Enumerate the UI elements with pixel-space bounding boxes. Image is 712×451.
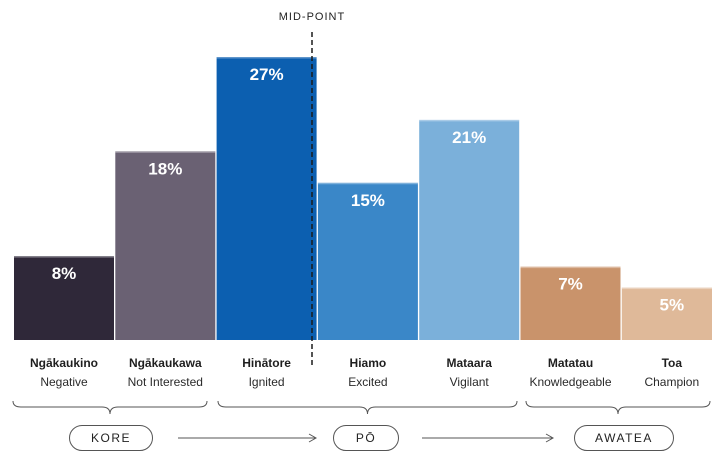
arrow-head xyxy=(308,433,318,443)
group-pill-kore: KORE xyxy=(69,425,153,451)
bar-ngkaukino xyxy=(14,256,114,340)
category-description: Champion xyxy=(644,375,699,389)
bar-value-label: 8% xyxy=(52,264,77,283)
category-name: Hinātore xyxy=(242,356,291,370)
category-description: Excited xyxy=(348,375,387,389)
group-braces xyxy=(12,400,711,415)
category-name: Toa xyxy=(662,356,683,370)
category-name: Mataara xyxy=(447,356,493,370)
category-name: Ngākaukawa xyxy=(129,356,202,370)
bar-top-edge xyxy=(621,287,712,290)
bar-hintore xyxy=(216,57,317,340)
bar-top-edge xyxy=(317,182,418,185)
category-labels-group: Ngākaukino Negative Ngākaukawa Not Interest… xyxy=(30,356,699,389)
group-brace xyxy=(12,400,208,415)
group-brace xyxy=(525,400,711,415)
bar-value-label: 21% xyxy=(452,128,486,147)
category-description: Not Interested xyxy=(128,375,203,389)
bar-hiamo xyxy=(317,182,418,340)
midpoint-label: MID-POINT xyxy=(278,11,346,23)
group-pill-po: PŌ xyxy=(333,425,399,451)
category-name: Hiamo xyxy=(350,356,387,370)
category-name: Matatau xyxy=(548,356,593,370)
bars-group: 8% 18% 27% 15% 21% 7% 5% xyxy=(14,57,712,340)
bar-ngkaukawa xyxy=(115,151,216,340)
bar-top-edge xyxy=(216,57,317,59)
arrow-head xyxy=(545,433,555,443)
bar-top-edge xyxy=(520,266,621,269)
bar-top-edge xyxy=(115,151,216,153)
category-description: Knowledgeable xyxy=(529,375,611,389)
bar-value-label: 7% xyxy=(558,275,583,294)
group-brace xyxy=(217,400,518,415)
bar-matatau xyxy=(520,266,621,340)
category-description: Ignited xyxy=(249,375,285,389)
category-description: Vigilant xyxy=(450,375,490,389)
category-name: Ngākaukino xyxy=(30,356,98,370)
group-pill-awatea: AWATEA xyxy=(574,425,674,451)
group-arrows xyxy=(178,433,555,443)
bar-value-label: 27% xyxy=(250,65,284,84)
bar-toa xyxy=(621,287,712,340)
category-description: Negative xyxy=(40,375,88,389)
bar-top-edge xyxy=(419,119,520,122)
bar-value-label: 18% xyxy=(148,159,182,178)
bar-top-edge xyxy=(14,256,114,258)
bar-mataara xyxy=(419,119,520,340)
bar-value-label: 15% xyxy=(351,191,385,210)
bar-value-label: 5% xyxy=(660,296,685,315)
